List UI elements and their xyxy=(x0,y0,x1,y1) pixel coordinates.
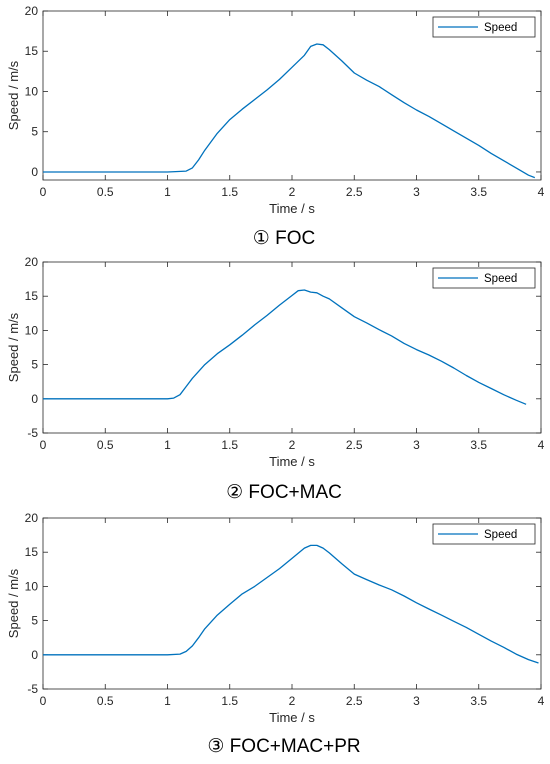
chart-panel-1: 0 0.5 1 1.5 2 2.5 3 3.5 4 0 5 10 15 20 Time / s Speed /… xyxy=(6,4,545,249)
y-tick-label: -5 xyxy=(27,682,38,696)
x-tick-label: 3.5 xyxy=(470,438,487,452)
legend-box xyxy=(432,523,536,545)
plot-area xyxy=(42,10,542,181)
x-tick-label: 3.5 xyxy=(470,185,487,199)
x-tick-label: 1 xyxy=(164,185,171,199)
series-line-speed xyxy=(43,544,539,664)
legend-label: Speed xyxy=(484,22,517,34)
legend: Speed xyxy=(432,16,536,38)
x-axis-label: Time / s xyxy=(269,201,315,216)
y-axis-label: Speed / m/s xyxy=(6,312,21,382)
x-tick-label: 0.5 xyxy=(97,694,114,708)
y-tick-label: 15 xyxy=(25,545,39,559)
x-tick-label: 0.5 xyxy=(97,438,114,452)
x-axis-label: Time / s xyxy=(269,454,315,469)
x-tick-label: 3 xyxy=(413,185,420,199)
x-tick-label: 0 xyxy=(40,694,47,708)
chart-caption: ① FOC xyxy=(253,228,315,249)
legend: Speed xyxy=(432,523,536,545)
y-tick-label: 0 xyxy=(31,165,38,179)
x-tick-label: 2.5 xyxy=(346,694,363,708)
y-tick-label: 5 xyxy=(31,358,38,372)
y-tick-label: 0 xyxy=(31,392,38,406)
plot-area xyxy=(42,517,542,690)
legend-box xyxy=(432,267,536,289)
series-line-speed xyxy=(43,289,527,405)
legend-label: Speed xyxy=(484,273,517,285)
x-tick-label: 4 xyxy=(538,185,545,199)
x-tick-label: 0 xyxy=(40,438,47,452)
x-tick-label: 2 xyxy=(289,694,296,708)
x-tick-label: 2 xyxy=(289,185,296,199)
y-tick-label: 5 xyxy=(31,125,38,139)
y-tick-label: -5 xyxy=(27,426,38,440)
y-tick-label: 0 xyxy=(31,648,38,662)
x-tick-label: 3 xyxy=(413,438,420,452)
y-axis-label: Speed / m/s xyxy=(6,60,21,130)
x-tick-label: 1.5 xyxy=(221,438,238,452)
y-tick-label: 20 xyxy=(25,4,39,18)
legend-label: Speed xyxy=(484,529,517,541)
x-axis-label: Time / s xyxy=(269,710,315,725)
x-tick-label: 1.5 xyxy=(221,185,238,199)
x-tick-label: 2.5 xyxy=(346,185,363,199)
legend: Speed xyxy=(432,267,536,289)
x-tick-label: 1 xyxy=(164,438,171,452)
y-tick-label: 10 xyxy=(25,84,39,98)
x-tick-label: 4 xyxy=(538,438,545,452)
y-tick-label: 10 xyxy=(25,323,39,337)
series-line-speed xyxy=(43,43,536,179)
x-tick-label: 3 xyxy=(413,694,420,708)
y-tick-label: 15 xyxy=(25,289,39,303)
plot-area xyxy=(42,261,542,434)
x-tick-label: 2 xyxy=(289,438,296,452)
chart-caption: ③ FOC+MAC+PR xyxy=(207,736,360,757)
y-tick-label: 15 xyxy=(25,44,39,58)
chart-caption: ② FOC+MAC xyxy=(226,482,342,503)
x-tick-label: 3.5 xyxy=(470,694,487,708)
y-axis-label: Speed / m/s xyxy=(6,568,21,638)
x-tick-label: 2.5 xyxy=(346,438,363,452)
y-tick-label: 20 xyxy=(25,511,39,525)
x-tick-label: 0.5 xyxy=(97,185,114,199)
x-tick-label: 1.5 xyxy=(221,694,238,708)
x-tick-label: 0 xyxy=(40,185,47,199)
legend-box xyxy=(432,16,536,38)
x-tick-label: 1 xyxy=(164,694,171,708)
x-tick-label: 4 xyxy=(538,694,545,708)
y-tick-label: 10 xyxy=(25,579,39,593)
y-tick-label: 20 xyxy=(25,255,39,269)
y-tick-label: 5 xyxy=(31,614,38,628)
